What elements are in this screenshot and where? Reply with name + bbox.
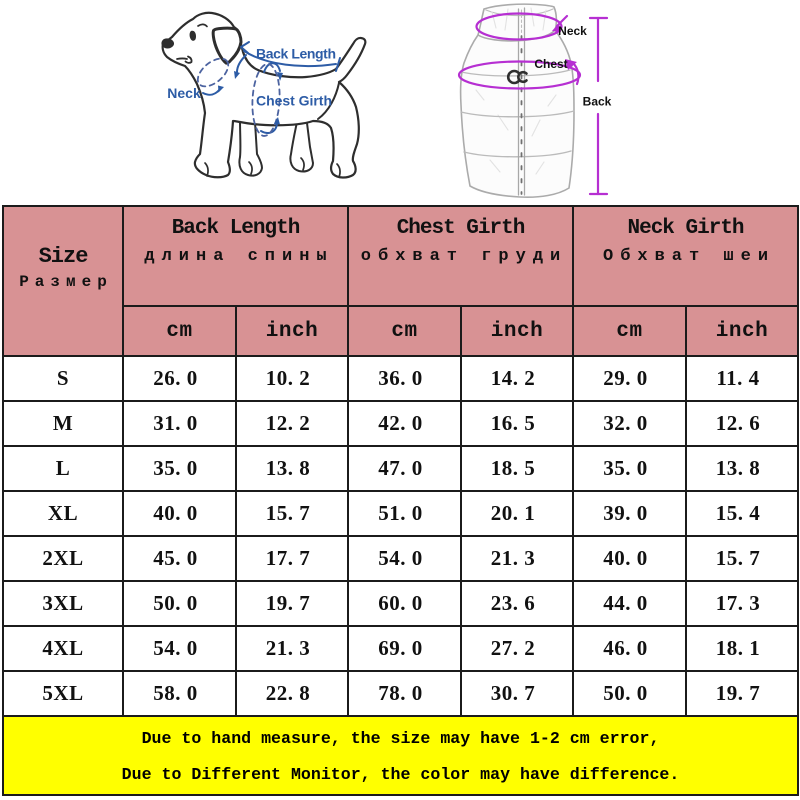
svg-text:Chest: Chest — [534, 57, 567, 71]
svg-text:Back Length: Back Length — [256, 46, 336, 62]
svg-text:Back: Back — [583, 95, 612, 109]
svg-text:Neck: Neck — [558, 24, 587, 38]
svg-text:Chest Girth: Chest Girth — [256, 93, 332, 109]
svg-text:Neck: Neck — [167, 85, 201, 101]
